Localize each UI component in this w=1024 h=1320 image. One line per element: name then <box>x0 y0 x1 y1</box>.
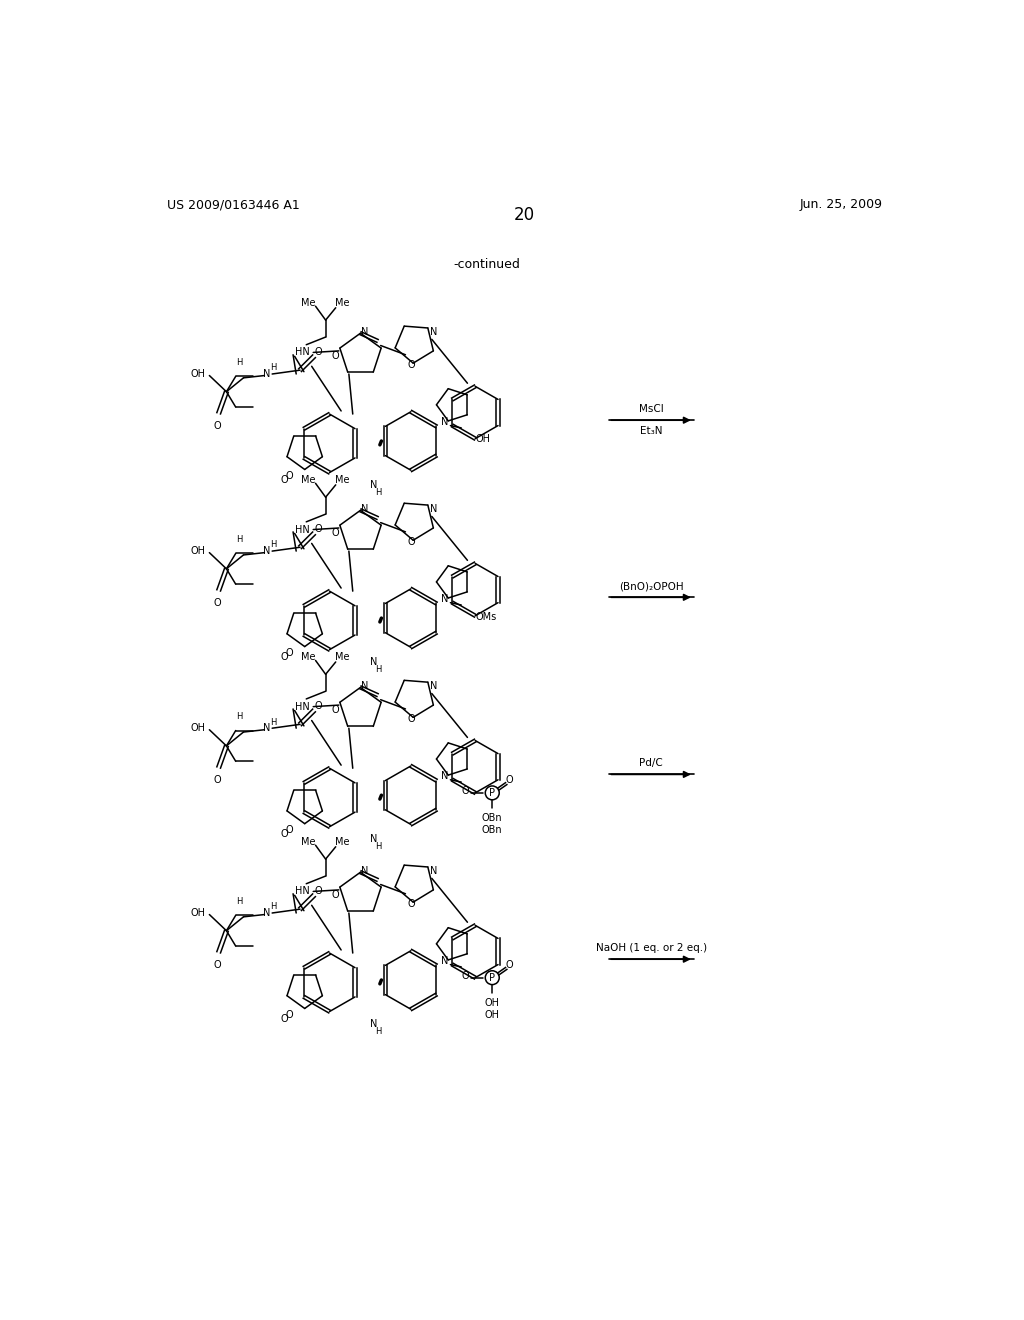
Text: H: H <box>270 718 276 726</box>
Text: H: H <box>375 1027 382 1036</box>
Text: Me: Me <box>335 652 349 663</box>
Text: Me: Me <box>335 837 349 847</box>
Text: H: H <box>375 842 382 851</box>
Text: O: O <box>332 890 340 900</box>
Text: Me: Me <box>301 837 315 847</box>
Text: OH: OH <box>190 908 206 917</box>
Text: OMs: OMs <box>475 611 497 622</box>
Text: O: O <box>314 886 323 896</box>
Text: O: O <box>506 960 513 970</box>
Text: Me: Me <box>301 298 315 308</box>
Text: O: O <box>506 775 513 785</box>
Text: HN: HN <box>295 702 309 711</box>
Text: (BnO)₂OPOH: (BnO)₂OPOH <box>618 581 683 591</box>
Text: H: H <box>237 713 243 721</box>
Text: OH: OH <box>190 723 206 733</box>
Text: N: N <box>430 504 438 513</box>
Text: N: N <box>430 681 438 690</box>
Text: O: O <box>408 714 415 723</box>
Text: N: N <box>440 594 447 603</box>
Text: O: O <box>332 528 340 539</box>
Text: H: H <box>375 488 382 498</box>
Text: O: O <box>213 960 221 970</box>
Text: H: H <box>375 665 382 675</box>
Text: OBn: OBn <box>482 825 503 836</box>
Text: Pd/C: Pd/C <box>639 758 663 768</box>
Text: US 2009/0163446 A1: US 2009/0163446 A1 <box>167 198 299 211</box>
Text: O: O <box>281 829 289 840</box>
Text: N: N <box>360 681 368 690</box>
Text: P: P <box>489 973 496 982</box>
Text: N: N <box>370 657 378 667</box>
Text: O: O <box>408 899 415 908</box>
Text: O: O <box>408 360 415 370</box>
Text: O: O <box>332 351 340 362</box>
Text: N: N <box>263 723 270 733</box>
Text: H: H <box>270 540 276 549</box>
Text: Et₃N: Et₃N <box>640 426 663 437</box>
Text: OH: OH <box>475 434 490 445</box>
Text: O: O <box>213 421 221 430</box>
Text: H: H <box>237 898 243 906</box>
Text: O: O <box>286 471 293 480</box>
Text: N: N <box>360 326 368 337</box>
Text: Jun. 25, 2009: Jun. 25, 2009 <box>800 198 883 211</box>
Text: N: N <box>440 771 447 781</box>
Text: O: O <box>462 787 469 796</box>
Text: OBn: OBn <box>482 813 503 822</box>
Text: N: N <box>263 908 270 917</box>
Text: O: O <box>281 1014 289 1024</box>
Text: N: N <box>430 866 438 875</box>
Text: N: N <box>370 480 378 490</box>
Text: O: O <box>408 537 415 546</box>
Text: OH: OH <box>484 998 500 1007</box>
Text: Me: Me <box>301 475 315 486</box>
Text: N: N <box>430 326 438 337</box>
Text: N: N <box>360 504 368 513</box>
Text: NaOH (1 eq. or 2 eq.): NaOH (1 eq. or 2 eq.) <box>596 942 707 953</box>
Text: HN: HN <box>295 347 309 358</box>
Text: O: O <box>314 347 323 356</box>
Text: N: N <box>440 417 447 426</box>
Text: O: O <box>462 972 469 981</box>
Text: H: H <box>237 358 243 367</box>
Text: O: O <box>213 598 221 609</box>
Text: N: N <box>440 956 447 966</box>
Text: N: N <box>360 866 368 875</box>
Text: H: H <box>270 363 276 372</box>
Text: N: N <box>370 1019 378 1028</box>
Text: O: O <box>314 524 323 533</box>
Text: O: O <box>286 825 293 834</box>
Text: OH: OH <box>484 1010 500 1020</box>
Text: N: N <box>263 370 270 379</box>
Text: O: O <box>281 652 289 663</box>
Text: 20: 20 <box>514 206 536 224</box>
Text: Me: Me <box>335 475 349 486</box>
Text: P: P <box>489 788 496 797</box>
Text: Me: Me <box>335 298 349 308</box>
Text: MsCl: MsCl <box>639 404 664 414</box>
Text: -continued: -continued <box>454 259 520 272</box>
Text: Me: Me <box>301 652 315 663</box>
Text: N: N <box>370 834 378 843</box>
Text: HN: HN <box>295 887 309 896</box>
Text: O: O <box>286 648 293 657</box>
Text: OH: OH <box>190 546 206 556</box>
Text: O: O <box>281 475 289 486</box>
Text: O: O <box>332 705 340 715</box>
Text: HN: HN <box>295 524 309 535</box>
Text: H: H <box>237 535 243 544</box>
Text: O: O <box>286 1010 293 1019</box>
Text: N: N <box>263 546 270 556</box>
Text: OH: OH <box>190 370 206 379</box>
Text: O: O <box>213 775 221 785</box>
Text: H: H <box>270 903 276 911</box>
Text: O: O <box>314 701 323 711</box>
